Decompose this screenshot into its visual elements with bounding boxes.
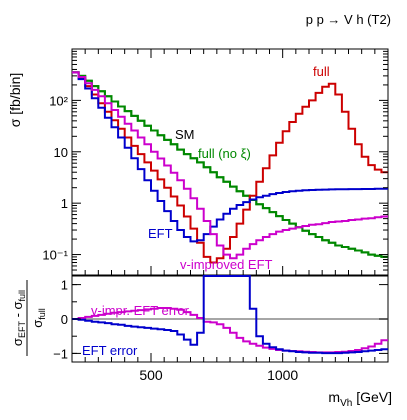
x-tick-label: 500: [139, 367, 163, 383]
bottom-series-group: [72, 275, 388, 355]
label-full: full: [313, 64, 330, 79]
y-tick-label: 10²: [49, 93, 68, 108]
top-y-axis-label: σ [fb/bin]: [7, 73, 23, 128]
label-eft: EFT: [148, 226, 173, 241]
series-full-no: [72, 71, 388, 258]
bottom-y-tick-label: 0: [61, 312, 68, 327]
svg-text:σfull: σfull: [30, 308, 47, 328]
series-eft: [72, 71, 388, 243]
bottom-y-tick-label: 1: [61, 278, 68, 293]
series-sm: [72, 71, 388, 258]
bottom-y-tick-label: −1: [53, 346, 68, 361]
label-sm: SM: [175, 127, 195, 142]
series-eft-error: [72, 275, 388, 355]
y-tick-label: 10: [54, 145, 68, 160]
series-v-improved-eft: [72, 71, 388, 260]
process-title: p p → V h (T2): [306, 12, 391, 27]
top-series-group: [72, 71, 388, 264]
x-tick-label: 1000: [267, 367, 298, 383]
label-full-no-xi: full (no ξ): [198, 146, 251, 161]
bottom-y-axis-label: σEFT - σfull σfull: [10, 280, 47, 356]
x-axis-label: mVh [GeV]: [328, 389, 392, 409]
series-full: [72, 71, 388, 264]
label-eft-error: EFT error: [82, 343, 138, 358]
label-v-impr-eft-error: v-impr. EFT error: [91, 303, 190, 318]
y-tick-label: 10⁻¹: [42, 248, 68, 263]
bottom-axis-ticks: 1 0 −1 500 1000: [53, 278, 389, 383]
label-v-improved-eft: v-improved EFT: [180, 257, 273, 272]
svg-text:σEFT - σfull: σEFT - σfull: [10, 290, 27, 346]
y-tick-label: 1: [61, 196, 68, 211]
top-axis-ticks: 10² 10 1 10⁻¹: [42, 49, 389, 276]
